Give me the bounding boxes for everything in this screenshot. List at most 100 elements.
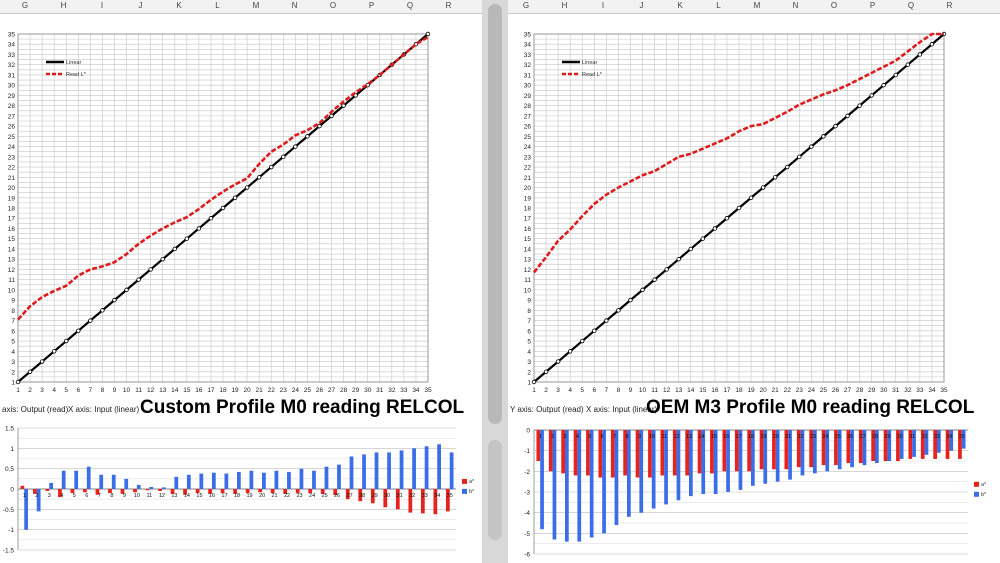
linear-point	[39, 359, 45, 364]
x-tick-label: 18	[735, 387, 743, 392]
y-tick-label: 34	[8, 42, 16, 49]
bar-b-star	[602, 430, 606, 534]
x-tick-label: 25	[322, 493, 328, 499]
x-tick-label: 5	[73, 493, 76, 499]
bar-b-star	[149, 486, 154, 489]
bar-b-star	[664, 430, 668, 505]
bar-b-star	[627, 430, 631, 517]
column-header[interactable]: R	[946, 1, 953, 10]
x-tick-label: 22	[284, 493, 290, 499]
column-header[interactable]: H	[561, 1, 568, 10]
linear-point	[184, 236, 190, 241]
bar-b-star	[437, 444, 441, 489]
bar-a-star	[70, 489, 75, 494]
y-tick-label: 4	[527, 349, 531, 356]
bar-b-star	[287, 471, 291, 489]
bar-a-star	[772, 430, 776, 470]
bar-b-star	[763, 430, 768, 484]
column-header[interactable]: Q	[907, 1, 915, 10]
x-tick-label: 9	[113, 387, 117, 394]
column-header[interactable]: M	[252, 1, 260, 10]
y-tick-label: 1.5	[5, 426, 14, 433]
left-lightness-chart: 1234567891011121314151617181920212223242…	[8, 32, 432, 395]
plot-frame	[17, 33, 429, 383]
bar-a-star	[308, 489, 313, 494]
x-tick-label: 15	[196, 493, 202, 499]
linear-point	[76, 328, 81, 334]
x-tick-label: 12	[159, 493, 165, 499]
column-header[interactable]: R	[445, 1, 452, 10]
y-tick-label: 13	[524, 257, 532, 264]
x-tick-label: 17	[207, 387, 215, 394]
column-header[interactable]: J	[138, 1, 143, 10]
x-tick-label: 6	[601, 434, 604, 440]
y-tick-label: 10	[524, 287, 532, 294]
x-tick-label: 28	[872, 434, 878, 440]
linear-point	[700, 236, 706, 241]
y-tick-label: 6	[11, 328, 15, 335]
bar-b-star	[875, 430, 879, 464]
bar-a-star	[648, 430, 652, 478]
column-header[interactable]: L	[716, 1, 721, 10]
y-tick-label: 12	[524, 267, 532, 274]
y-tick-label: -3	[524, 490, 530, 497]
x-tick-label: 22	[798, 434, 804, 440]
plot-frame	[533, 33, 945, 383]
column-header[interactable]: I	[100, 1, 104, 10]
y-tick-label: 22	[8, 165, 16, 172]
column-header[interactable]: P	[368, 1, 375, 10]
bar-b-star	[424, 446, 429, 489]
y-tick-label: 14	[8, 246, 16, 253]
y-tick-label: 26	[8, 124, 16, 131]
column-header[interactable]: N	[291, 1, 298, 10]
x-tick-label: 35	[447, 493, 453, 499]
column-header[interactable]: K	[677, 1, 683, 10]
y-tick-label: 30	[8, 83, 16, 90]
column-header[interactable]: L	[215, 1, 220, 10]
linear-point	[88, 318, 93, 323]
linear-point	[616, 308, 621, 313]
linear-point	[305, 134, 310, 139]
bar-a-star	[821, 430, 826, 466]
column-header[interactable]: O	[830, 1, 838, 10]
legend-swatch	[974, 481, 979, 487]
bar-a-star	[108, 489, 112, 494]
x-tick-label: 18	[748, 434, 754, 440]
y-tick-label: 22	[524, 165, 532, 172]
y-tick-label: -1	[524, 448, 530, 455]
lower-scrollbar-thumb[interactable]	[488, 440, 502, 540]
y-tick-label: 2	[11, 369, 15, 376]
column-header[interactable]: G	[522, 1, 530, 10]
y-tick-label: 13	[8, 257, 16, 264]
column-header[interactable]: P	[869, 1, 876, 10]
column-header[interactable]: G	[21, 1, 29, 10]
x-tick-label: 28	[856, 387, 864, 392]
legend-swatch	[974, 491, 979, 497]
column-header[interactable]: J	[639, 1, 644, 10]
bar-b-star	[937, 430, 941, 453]
bar-b-star	[111, 474, 116, 489]
linear-point	[51, 349, 57, 354]
x-tick-label: 6	[76, 387, 80, 394]
column-header[interactable]: H	[60, 1, 67, 10]
column-header[interactable]: K	[176, 1, 182, 10]
x-tick-label: 24	[292, 387, 300, 394]
left-caption-x-axis: X axis: Input (linear)	[68, 405, 140, 414]
scrollbar-thumb[interactable]	[488, 4, 502, 424]
column-header[interactable]: Q	[406, 1, 414, 10]
column-header[interactable]: O	[329, 1, 337, 10]
linear-point	[160, 256, 165, 262]
column-header[interactable]: N	[792, 1, 799, 10]
bar-a-star	[183, 489, 187, 495]
x-tick-label: 11	[147, 493, 153, 499]
column-header[interactable]: I	[601, 1, 605, 10]
y-tick-label: 30	[524, 83, 532, 90]
vertical-scrollbar[interactable]	[482, 0, 508, 563]
bar-b-star	[324, 466, 329, 489]
x-tick-label: 5	[588, 434, 591, 440]
y-tick-label: 32	[8, 62, 16, 69]
linear-point	[592, 328, 597, 334]
column-header[interactable]: M	[753, 1, 761, 10]
y-tick-label: 10	[8, 287, 16, 294]
y-tick-label: 0	[10, 487, 14, 494]
